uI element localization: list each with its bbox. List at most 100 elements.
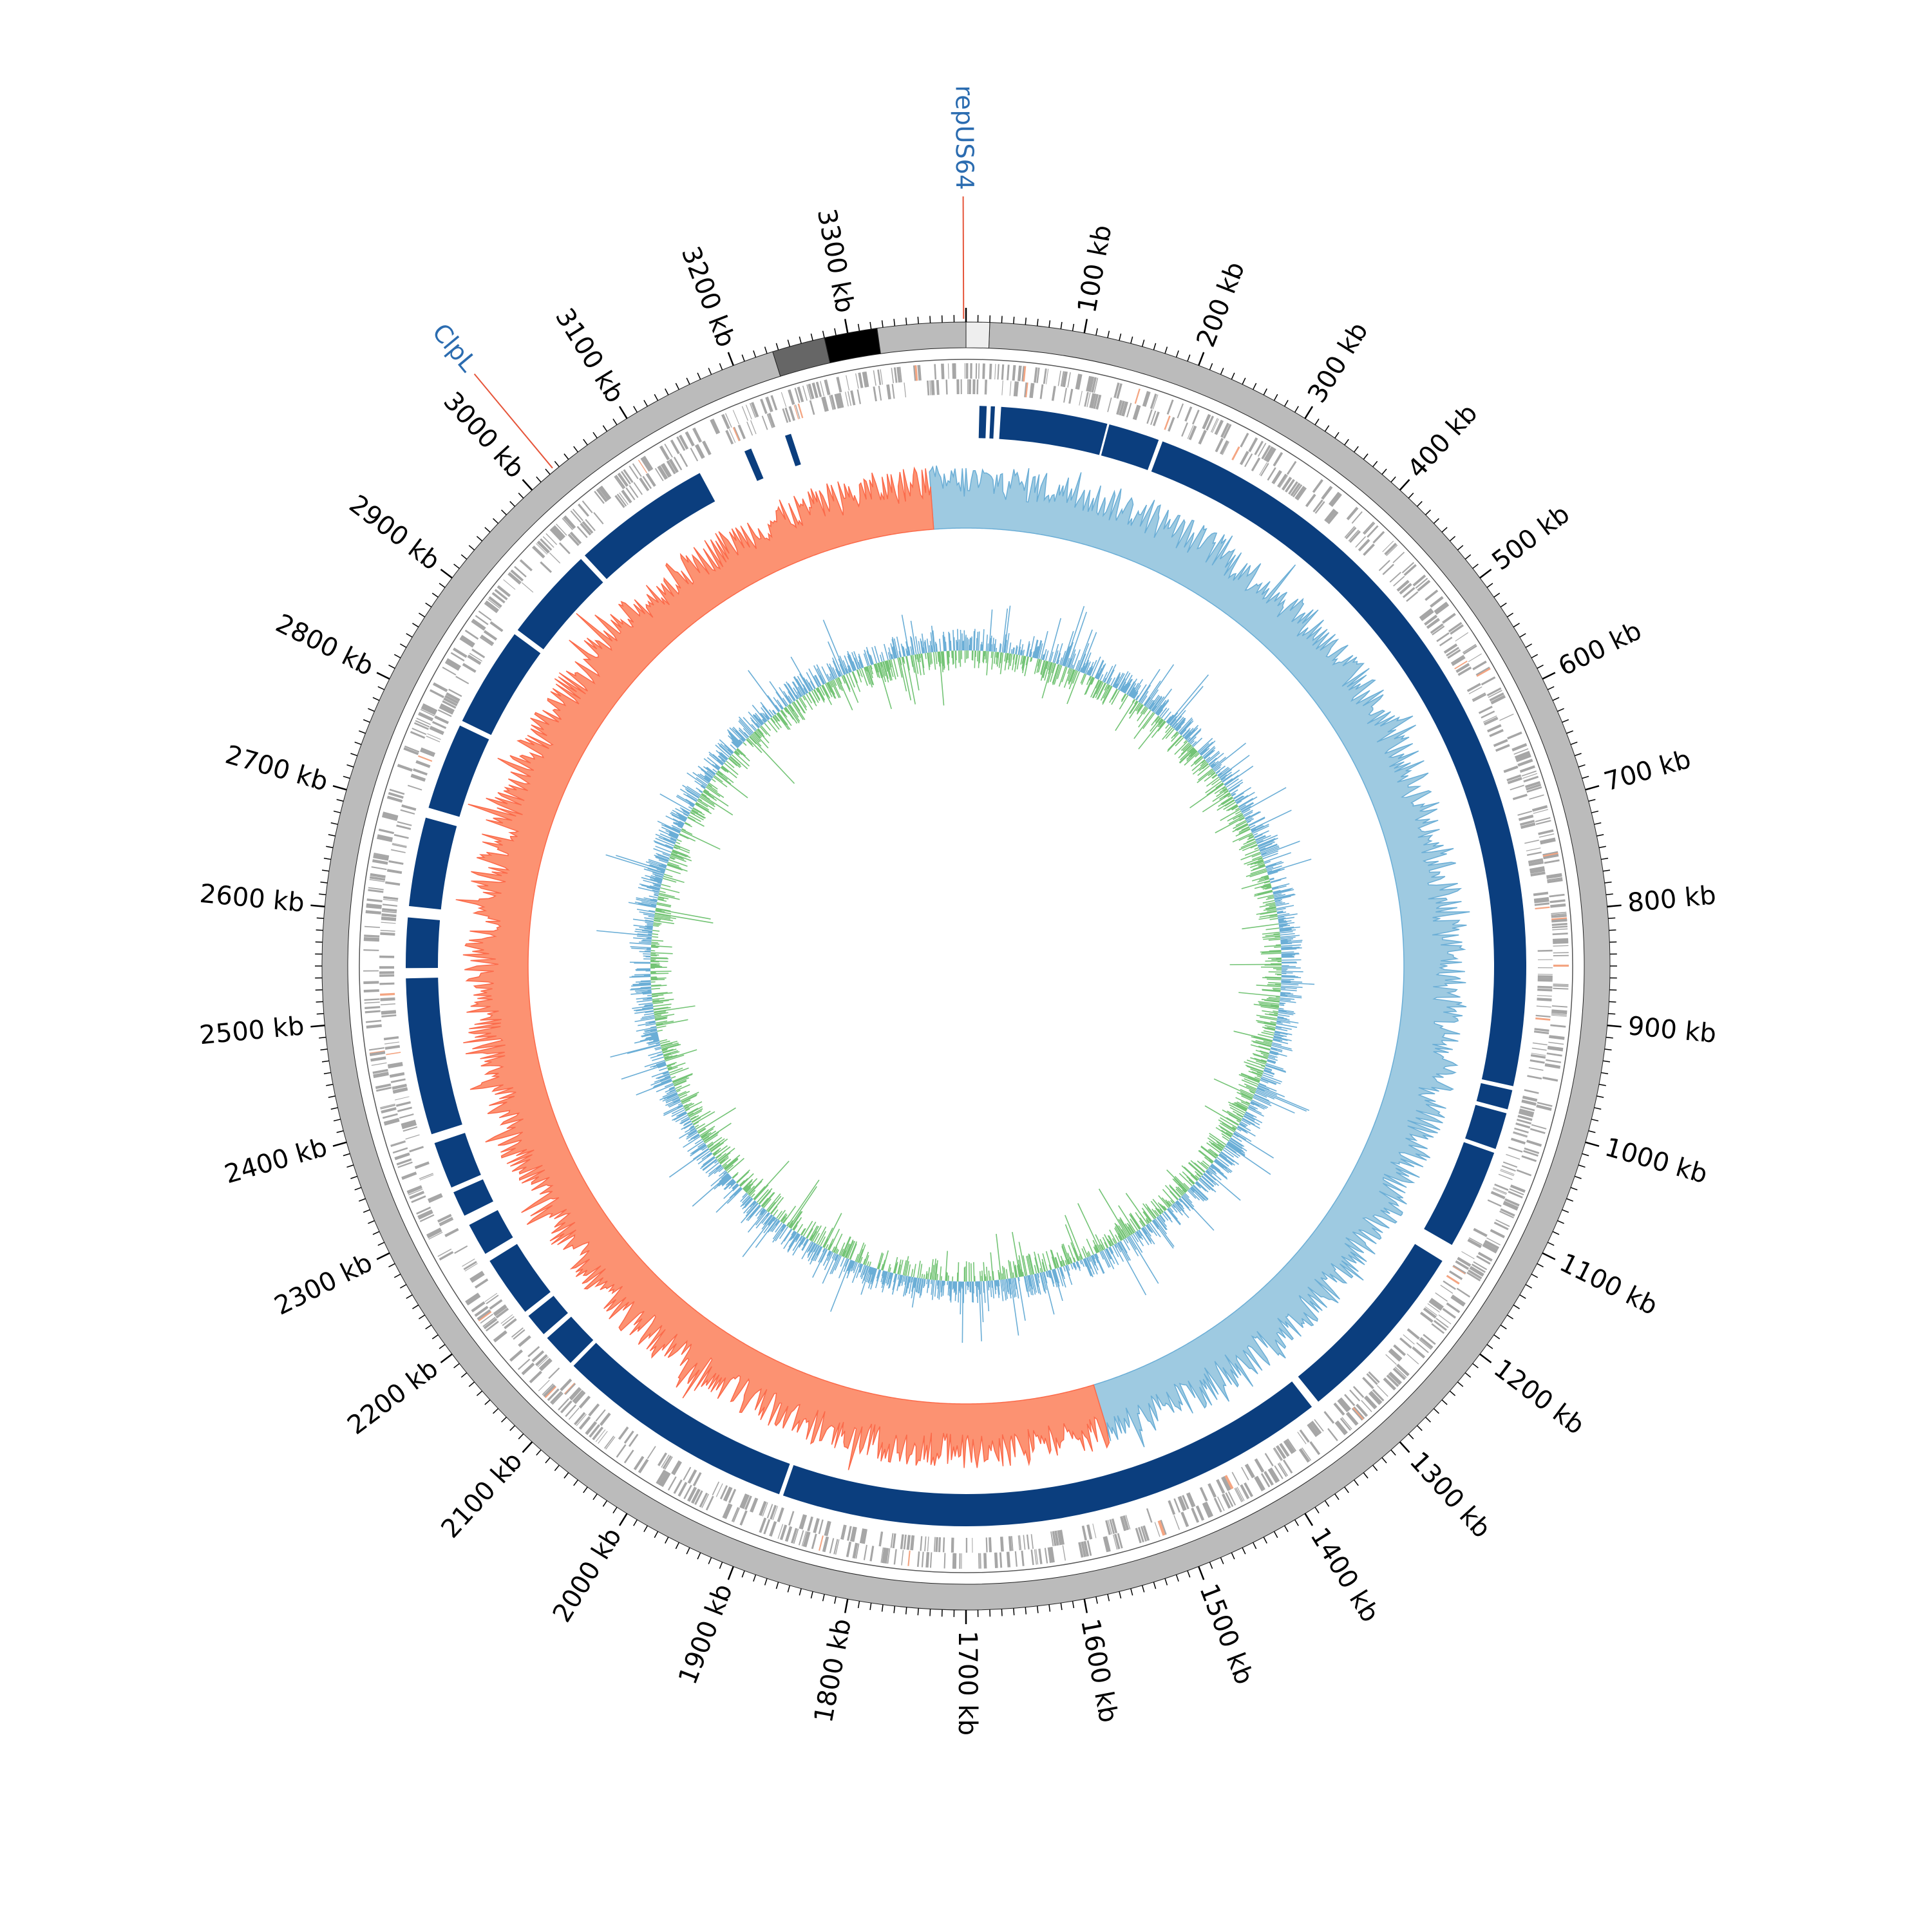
gc-above (645, 1010, 654, 1014)
gene-feature (1482, 1243, 1497, 1254)
gene-feature (605, 1436, 616, 1450)
gene-feature (660, 464, 670, 478)
gc-above (1128, 687, 1135, 696)
gc-below (1094, 1245, 1099, 1253)
gc-below (935, 652, 938, 665)
gc-above (708, 753, 723, 766)
gc-below (1262, 1010, 1278, 1014)
gc-below (659, 893, 675, 898)
gc-below (1184, 752, 1199, 766)
gc-below (701, 793, 707, 797)
gc-above (1074, 1262, 1077, 1269)
gene-feature (844, 392, 849, 407)
gene-feature (1273, 1448, 1282, 1461)
gc-above (700, 785, 706, 790)
gc-above (1181, 1195, 1215, 1231)
gc-below (857, 669, 860, 677)
gc-above (1188, 730, 1202, 743)
gene-feature (478, 611, 492, 621)
gene-feature (409, 1146, 424, 1153)
gene-feature (1327, 511, 1339, 524)
gene-feature (1052, 1531, 1057, 1546)
gc-above (918, 641, 922, 654)
gc-above (1242, 808, 1251, 815)
gene-feature (578, 1396, 591, 1409)
gc-below (835, 678, 841, 690)
gc-above (634, 974, 651, 976)
gene-feature (1001, 364, 1005, 380)
gc-below (1198, 762, 1209, 772)
gc-above (1066, 1264, 1070, 1271)
minor-tick (501, 1417, 507, 1423)
gc-below (1069, 1257, 1073, 1264)
gc-below (1197, 1160, 1208, 1170)
minor-tick (1433, 518, 1439, 524)
major-tick (1304, 1513, 1314, 1526)
gc-above (751, 719, 759, 729)
gc-below (1034, 1257, 1039, 1274)
gc-below (659, 890, 666, 893)
gc-above (761, 1213, 771, 1224)
gene-feature (1531, 1124, 1547, 1130)
gc-above (820, 1249, 828, 1263)
gc-above (1099, 1251, 1104, 1260)
gc-above (788, 695, 793, 703)
gene-feature (366, 898, 383, 903)
gc-below (974, 650, 976, 668)
minor-tick (1253, 1542, 1257, 1549)
gene-feature (502, 1316, 515, 1327)
gene-feature (1396, 580, 1410, 592)
gc-above (644, 1028, 657, 1032)
gc-above (1214, 1160, 1224, 1169)
gc-above (834, 1254, 838, 1261)
gc-below (1130, 1218, 1139, 1231)
gc-above (888, 647, 893, 660)
gc-above (891, 654, 894, 659)
major-tick (332, 1141, 347, 1147)
gene-feature (1388, 1350, 1401, 1362)
gc-above (1258, 1083, 1277, 1092)
gene-feature (1528, 860, 1544, 866)
gc-above (699, 773, 711, 782)
gc-above (947, 1281, 950, 1296)
gene-feature (1305, 493, 1316, 507)
gene-feature (1426, 618, 1440, 629)
gene-feature (1092, 1523, 1097, 1539)
major-tick (1083, 319, 1088, 334)
gene-feature (692, 1472, 702, 1486)
gc-above (891, 639, 897, 659)
gc-above (692, 772, 709, 784)
gc-above (1280, 995, 1302, 999)
gc-above (656, 868, 665, 873)
gc-below (1221, 1130, 1232, 1137)
gene-feature (666, 460, 676, 475)
gene-feature (1384, 542, 1397, 556)
alignment-block (978, 406, 987, 439)
gc-below (1162, 1205, 1167, 1211)
gc-above (1001, 1279, 1004, 1292)
gc-above (914, 1277, 917, 1289)
gc-above (1138, 1229, 1150, 1245)
gc-above (792, 1235, 803, 1251)
gc-above (1154, 1218, 1168, 1235)
gene-feature (401, 1122, 417, 1130)
gc-below (1267, 957, 1282, 960)
gc-above (829, 1254, 839, 1274)
gc-below (1068, 669, 1075, 685)
gene-feature (967, 379, 969, 395)
gene-feature (1546, 874, 1562, 879)
gc-above (1151, 1220, 1159, 1230)
gc-above (748, 711, 761, 727)
gc-skew-negative (455, 466, 1110, 1470)
gc-above (769, 681, 788, 707)
gc-below (923, 1274, 925, 1279)
gc-above (1209, 761, 1216, 767)
gc-below (1241, 880, 1271, 889)
gc-above (787, 1233, 800, 1253)
gc-below (737, 748, 746, 757)
gc-below (803, 695, 813, 710)
gc-below (1021, 656, 1025, 669)
gc-above (869, 1267, 873, 1275)
gc-above (1148, 1223, 1158, 1236)
gc-below (1063, 668, 1072, 688)
